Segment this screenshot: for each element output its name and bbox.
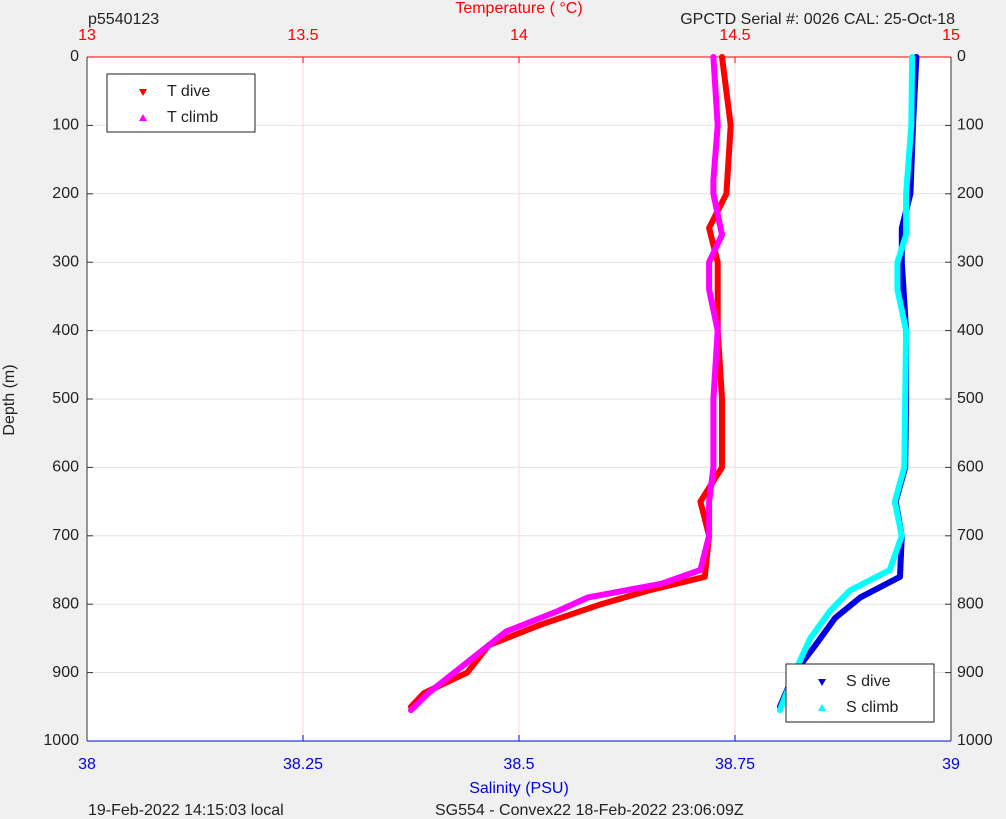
y-tick-label: 600 (52, 459, 79, 476)
legend-marker (818, 704, 826, 711)
y-tick-label: 200 (52, 185, 79, 202)
legend: S dive S climb (785, 663, 935, 723)
y-tick-label: 800 (52, 595, 79, 612)
y-tick-label: 300 (52, 253, 79, 270)
y2-tick-label: 1000 (957, 732, 993, 749)
y2-tick-label: 300 (957, 253, 984, 270)
legend: T dive T climb (106, 73, 256, 133)
x-tick-label: 38 (78, 756, 96, 773)
y-tick-label: 100 (52, 117, 79, 134)
y2-tick-label: 500 (957, 390, 984, 407)
legend-label: T climb (167, 109, 218, 126)
x2-tick-label: 13 (78, 27, 96, 44)
y2-tick-label: 800 (957, 595, 984, 612)
legend-box (106, 73, 256, 133)
y-tick-label: 900 (52, 664, 79, 681)
y-axis-label: Depth (m) (1, 364, 18, 435)
x2-tick-label: 15 (942, 27, 960, 44)
y-tick-label: 700 (52, 527, 79, 544)
y2-tick-label: 200 (957, 185, 984, 202)
profile-line (408, 54, 725, 714)
y2-tick-label: 400 (957, 322, 984, 339)
chart-subtitle: GPCTD Serial #: 0026 CAL: 25-Oct-18 (680, 11, 955, 28)
x2-tick-label: 14.5 (719, 27, 750, 44)
footer-left: 19-Feb-2022 14:15:03 local (88, 802, 284, 819)
x-tick-label: 38.25 (283, 756, 323, 773)
x-tick-label: 38.5 (503, 756, 534, 773)
profile-line (776, 54, 916, 714)
legend-marker (818, 679, 826, 686)
y2-tick-label: 900 (957, 664, 984, 681)
y2-tick-label: 700 (957, 527, 984, 544)
y-tick-label: 400 (52, 322, 79, 339)
y2-tick-label: 100 (957, 117, 984, 134)
y2-tick-label: 600 (957, 459, 984, 476)
legend-marker (139, 114, 147, 121)
chart-title: p5540123 (88, 11, 159, 28)
footer-right: SG554 - Convex22 18-Feb-2022 23:06:09Z (435, 802, 744, 819)
x-axis-label: Salinity (PSU) (469, 780, 569, 797)
x-tick-label: 39 (942, 756, 960, 773)
x2-tick-label: 14 (510, 27, 528, 44)
legend-label: T dive (167, 83, 210, 100)
x-tick-label: 38.75 (715, 756, 755, 773)
y-tick-label: 0 (70, 48, 79, 65)
legend-label: S dive (846, 673, 891, 690)
legend-label: S climb (846, 699, 899, 716)
y2-tick-label: 0 (957, 48, 966, 65)
x2-axis-label: Temperature ( °C) (455, 0, 582, 17)
y-tick-label: 500 (52, 390, 79, 407)
y-tick-label: 1000 (43, 732, 79, 749)
legend-marker (139, 89, 147, 96)
legend-box (785, 663, 935, 723)
x2-tick-label: 13.5 (287, 27, 318, 44)
